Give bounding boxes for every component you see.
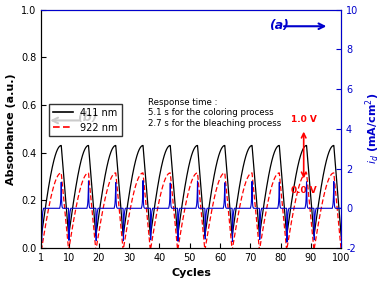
Y-axis label: $i_d$ (mA/cm$^2$): $i_d$ (mA/cm$^2$) [364, 93, 383, 164]
Legend: 411 nm, 922 nm: 411 nm, 922 nm [49, 104, 122, 137]
Text: 0.0 V: 0.0 V [291, 186, 317, 195]
Text: 1.0 V: 1.0 V [291, 115, 317, 124]
Y-axis label: Absorbance (a.u.): Absorbance (a.u.) [5, 73, 16, 185]
Text: (b): (b) [77, 111, 98, 124]
X-axis label: Cycles: Cycles [171, 268, 211, 278]
Text: (a): (a) [269, 19, 289, 32]
Text: Response time :
5.1 s for the coloring process
2.7 s for the bleaching process: Response time : 5.1 s for the coloring p… [148, 98, 281, 128]
